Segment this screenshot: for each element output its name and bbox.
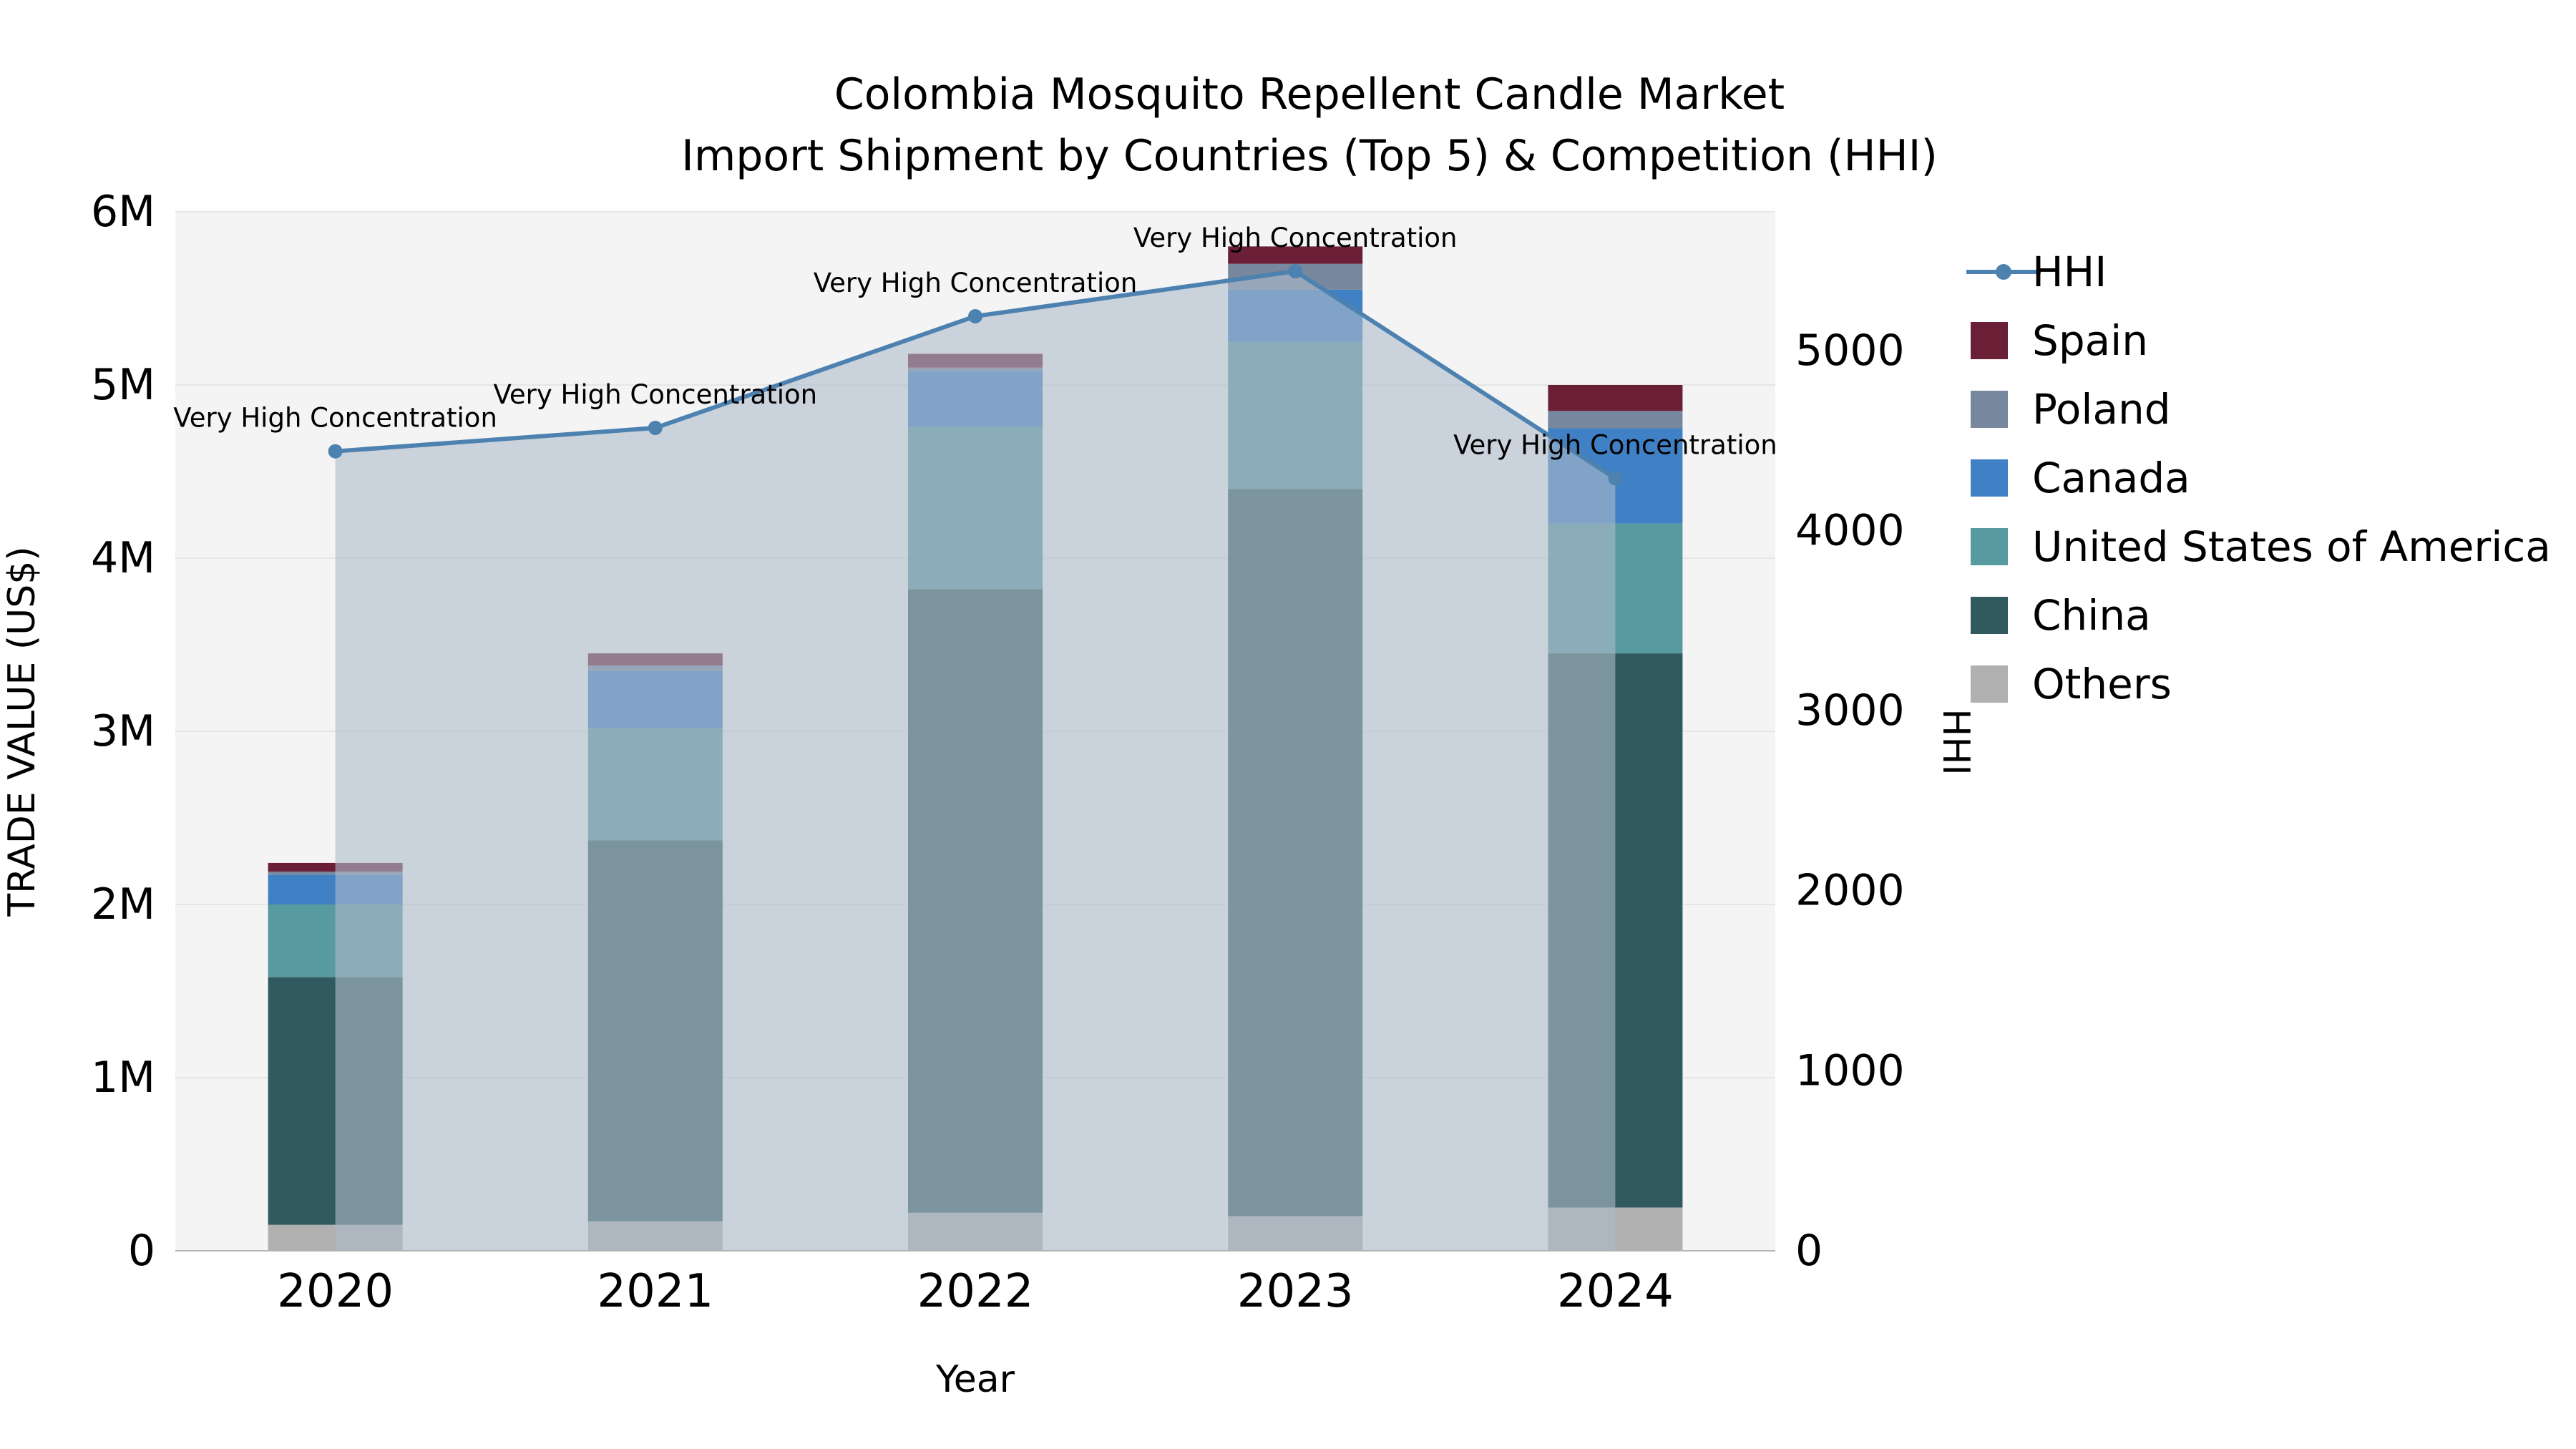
legend-swatch: [1971, 322, 2008, 359]
legend-swatch: [1971, 459, 2008, 497]
legend: HHI Spain Poland Canada United States of Ame…: [1966, 248, 2551, 708]
legend-swatch: [1971, 391, 2008, 428]
legend-item-china: China: [1971, 591, 2151, 640]
y-axis-label-right: HHI: [1934, 708, 1977, 776]
legend-item-canada: Canada: [1971, 454, 2190, 502]
legend-label: Poland: [2032, 385, 2171, 434]
legend-label: HHI: [2032, 248, 2107, 296]
x-tick-label: 2021: [597, 1265, 713, 1318]
x-axis-label: Year: [935, 1358, 1015, 1401]
annotation-label: Very High Concentration: [1453, 429, 1777, 460]
annotation-label: Very High Concentration: [173, 403, 497, 434]
y-tick-label-right: 3000: [1795, 686, 1905, 736]
x-tick-label: 2022: [917, 1265, 1034, 1318]
y-tick-label-left: 3M: [91, 706, 155, 756]
y-tick-label-left: 2M: [91, 879, 155, 930]
hhi-marker-2021: [648, 420, 663, 435]
hhi-marker-2024: [1608, 471, 1623, 486]
legend-label: China: [2032, 591, 2151, 640]
x-tick-label: 2023: [1237, 1265, 1354, 1318]
annotation-label: Very High Concentration: [814, 268, 1138, 298]
y-tick-label-left: 5M: [91, 360, 155, 410]
legend-swatch: [1971, 665, 2008, 703]
bar-segment-spain-2023: [1228, 246, 1363, 264]
legend-marker-glyph: [1996, 264, 2011, 280]
legend-label: Spain: [2032, 316, 2148, 365]
hhi-marker-2022: [968, 308, 982, 323]
hhi-marker-2020: [328, 444, 343, 459]
bar-segment-spain-2024: [1548, 385, 1683, 411]
legend-item-united-states-of-america: United States of America: [1971, 522, 2551, 571]
hhi-marker-2023: [1288, 264, 1303, 279]
legend-item-others: Others: [1971, 660, 2172, 708]
legend-item-poland: Poland: [1971, 385, 2171, 434]
annotation-label: Very High Concentration: [1133, 223, 1458, 253]
legend-swatch: [1971, 597, 2008, 634]
y-axis-label-left: TRADE VALUE (US$): [1, 546, 44, 917]
legend-swatch: [1971, 528, 2008, 565]
legend-item-spain: Spain: [1971, 316, 2148, 365]
y-tick-label-left: 0: [128, 1226, 155, 1276]
legend-label: United States of America: [2032, 522, 2551, 571]
y-tick-label-right: 2000: [1795, 866, 1905, 916]
chart-subtitle: Import Shipment by Countries (Top 5) & C…: [681, 131, 1938, 181]
y-tick-label-left: 1M: [91, 1053, 155, 1103]
legend-label: Canada: [2032, 454, 2190, 502]
y-tick-label-right: 1000: [1795, 1045, 1905, 1096]
legend-label: Others: [2032, 660, 2172, 708]
y-tick-label-right: 4000: [1795, 505, 1905, 555]
bar-segment-poland-2020: [268, 872, 403, 875]
x-tick-label: 2020: [277, 1265, 394, 1318]
y-tick-label-right: 0: [1795, 1226, 1823, 1276]
y-tick-label-right: 5000: [1795, 326, 1905, 376]
legend-item-hhi: HHI: [1966, 248, 2107, 296]
hhi-area-fill: [335, 271, 1616, 1251]
x-tick-label: 2024: [1557, 1265, 1674, 1318]
bar-segment-poland-2024: [1548, 411, 1683, 429]
y-tick-label-left: 4M: [91, 533, 155, 583]
chart-title: Colombia Mosquito Repellent Candle Marke…: [834, 69, 1785, 119]
y-tick-label-left: 6M: [91, 187, 155, 237]
annotation-label: Very High Concentration: [493, 379, 817, 410]
